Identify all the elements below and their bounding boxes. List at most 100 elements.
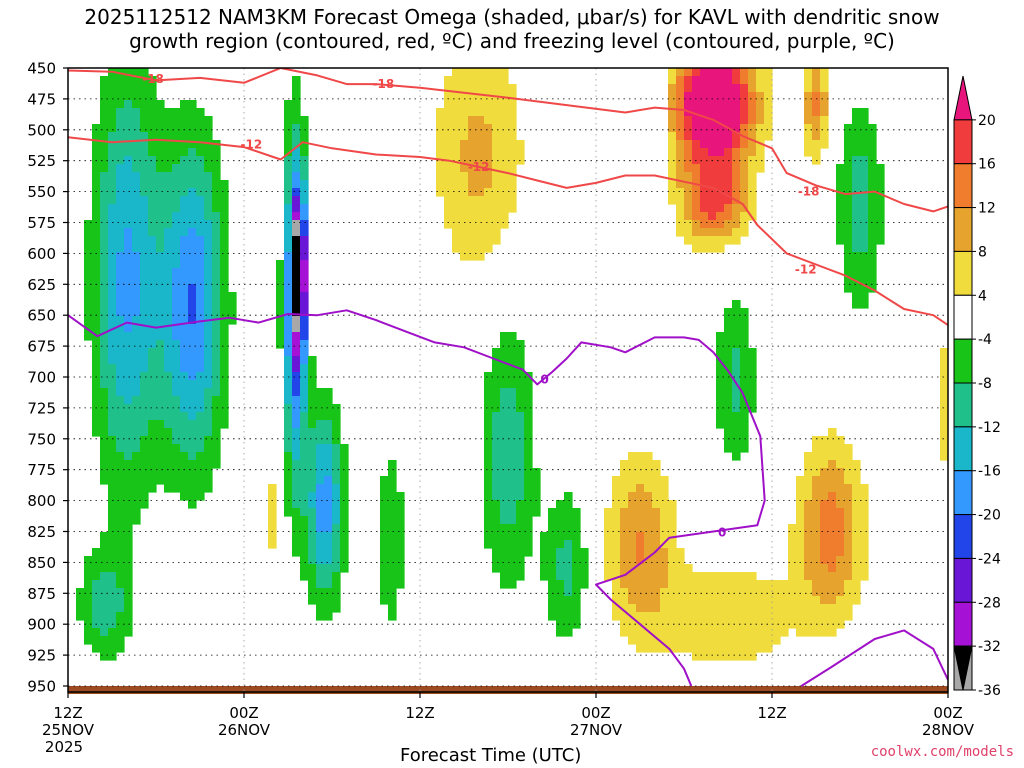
omega-cell: [852, 244, 861, 253]
omega-cell: [820, 612, 829, 621]
omega-cell: [452, 148, 461, 157]
omega-cell: [844, 236, 853, 245]
omega-cell: [836, 612, 845, 621]
omega-cell: [332, 532, 341, 541]
omega-cell: [452, 180, 461, 189]
omega-cell: [508, 548, 517, 557]
omega-cell: [132, 212, 141, 221]
dgz-label-a-1: -12: [240, 138, 262, 152]
omega-cell: [204, 220, 213, 229]
omega-cell: [108, 612, 117, 621]
omega-cell: [748, 652, 757, 661]
omega-cell: [124, 580, 133, 589]
omega-cell: [188, 460, 197, 469]
omega-cell: [732, 236, 741, 245]
omega-cell: [612, 492, 621, 501]
omega-cell: [196, 164, 205, 173]
omega-cell: [188, 196, 197, 205]
omega-cell: [300, 268, 309, 277]
omega-cell: [732, 340, 741, 349]
omega-cell: [500, 212, 509, 221]
omega-cell: [612, 572, 621, 581]
omega-cell: [124, 268, 133, 277]
omega-cell: [156, 220, 165, 229]
omega-cell: [124, 164, 133, 173]
omega-cell: [748, 580, 757, 589]
omega-cell: [708, 244, 717, 253]
omega-cell: [132, 452, 141, 461]
omega-cell: [92, 380, 101, 389]
omega-cell: [196, 356, 205, 365]
omega-cell: [300, 572, 309, 581]
omega-cell: [196, 484, 205, 493]
omega-cell: [124, 276, 133, 285]
omega-cell: [748, 404, 757, 413]
omega-cell: [180, 212, 189, 221]
omega-cell: [156, 332, 165, 341]
omega-cell: [820, 524, 829, 533]
colorbar-bin-9: [953, 470, 973, 516]
omega-cell: [644, 572, 653, 581]
omega-cell: [516, 468, 525, 477]
omega-cell: [748, 100, 757, 109]
omega-cell: [516, 564, 525, 573]
omega-cell: [804, 92, 813, 101]
omega-cell: [284, 380, 293, 389]
omega-cell: [188, 220, 197, 229]
omega-cell: [460, 148, 469, 157]
omega-cell: [612, 580, 621, 589]
omega-cell: [868, 276, 877, 285]
omega-cell: [700, 148, 709, 157]
omega-cell: [852, 268, 861, 277]
omega-cell: [116, 524, 125, 533]
omega-cell: [524, 492, 533, 501]
omega-cell: [708, 172, 717, 181]
omega-cell: [116, 220, 125, 229]
colorbar-bin-7: [953, 382, 973, 428]
omega-cell: [748, 356, 757, 365]
omega-cell: [804, 628, 813, 637]
omega-cell: [140, 244, 149, 253]
omega-cell: [148, 212, 157, 221]
omega-cell: [668, 116, 677, 125]
omega-cell: [620, 572, 629, 581]
omega-cell: [820, 76, 829, 85]
omega-cell: [572, 548, 581, 557]
omega-cell: [756, 148, 765, 157]
omega-cell: [156, 380, 165, 389]
omega-cell: [500, 396, 509, 405]
omega-cell: [220, 252, 229, 261]
omega-cell: [172, 452, 181, 461]
omega-cell: [164, 468, 173, 477]
ytick-label-800: 800: [27, 492, 56, 510]
omega-cell: [196, 244, 205, 253]
omega-cell: [788, 524, 797, 533]
omega-cell: [868, 252, 877, 261]
omega-cell: [780, 588, 789, 597]
omega-cell: [844, 244, 853, 253]
omega-cell: [860, 540, 869, 549]
xtick-date-60: 28NOV: [922, 721, 975, 739]
omega-cell: [180, 484, 189, 493]
omega-cell: [84, 284, 93, 293]
omega-cell: [468, 212, 477, 221]
omega-cell: [508, 164, 517, 173]
omega-cell: [740, 140, 749, 149]
omega-cell: [740, 388, 749, 397]
omega-cell: [860, 132, 869, 141]
omega-cell: [508, 572, 517, 581]
omega-cell: [316, 572, 325, 581]
omega-cell: [148, 260, 157, 269]
omega-cell: [116, 636, 125, 645]
omega-cell: [124, 364, 133, 373]
omega-cell: [292, 108, 301, 117]
omega-cell: [124, 236, 133, 245]
omega-cell: [148, 428, 157, 437]
omega-cell: [724, 100, 733, 109]
omega-cell: [644, 452, 653, 461]
omega-cell: [788, 596, 797, 605]
omega-cell: [292, 188, 301, 197]
omega-cell: [116, 252, 125, 261]
omega-cell: [724, 604, 733, 613]
omega-cell: [508, 532, 517, 541]
